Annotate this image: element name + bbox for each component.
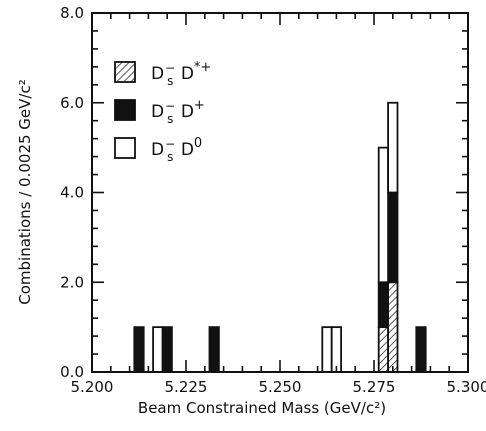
bar-dstar-0 xyxy=(377,326,390,373)
bar-dplus-5 xyxy=(415,326,427,373)
y-tick-label: 4.0 xyxy=(60,184,84,202)
x-tick-label: 5.300 xyxy=(447,378,486,396)
x-tick-label: 5.250 xyxy=(259,378,302,396)
legend-label-dzero: D− s D0 xyxy=(151,136,202,164)
x-tick-labels: 5.200 5.225 5.250 5.275 5.300 xyxy=(71,378,486,396)
y-tick-label: 2.0 xyxy=(60,273,84,291)
bar-dplus-0 xyxy=(133,326,145,373)
legend-label-dplus: D− s D+ xyxy=(151,98,205,126)
bar-dplus-1 xyxy=(161,326,173,373)
bar-dplus-4 xyxy=(387,191,399,284)
y-axis-title: Combinations / 0.0025 GeV/c² xyxy=(16,79,34,304)
x-tick-label: 5.275 xyxy=(353,378,396,396)
bar-dplus-3 xyxy=(377,281,390,329)
legend-swatch-dzero xyxy=(114,137,136,159)
bar-dplus-2 xyxy=(208,326,220,373)
bar-dzero-3 xyxy=(377,146,390,284)
bar-dzero-2 xyxy=(330,326,343,373)
y-tick-labels: 0.0 2.0 4.0 6.0 8.0 xyxy=(60,4,84,381)
legend-swatch-dstar xyxy=(114,61,136,83)
bar-dzero-4 xyxy=(387,101,399,194)
x-tick-label: 5.200 xyxy=(71,378,114,396)
legend: D− s D*+ D− s D+ D− s D0 xyxy=(114,60,211,164)
legend-swatch-dplus xyxy=(114,99,136,121)
axis-ticks xyxy=(91,12,469,373)
y-tick-label: 0.0 xyxy=(60,363,84,381)
bar-dstar-1 xyxy=(387,281,399,373)
histogram-bars xyxy=(133,101,427,373)
y-tick-label: 8.0 xyxy=(60,4,84,22)
y-tick-label: 6.0 xyxy=(60,94,84,112)
x-axis-title: Beam Constrained Mass (GeV/c²) xyxy=(138,399,386,417)
plot-frame xyxy=(91,12,469,373)
x-tick-label: 5.225 xyxy=(165,378,208,396)
bar-dzero-0 xyxy=(152,326,164,373)
bar-dzero-1 xyxy=(321,326,333,373)
legend-label-dstar: D− s D*+ xyxy=(151,60,211,88)
